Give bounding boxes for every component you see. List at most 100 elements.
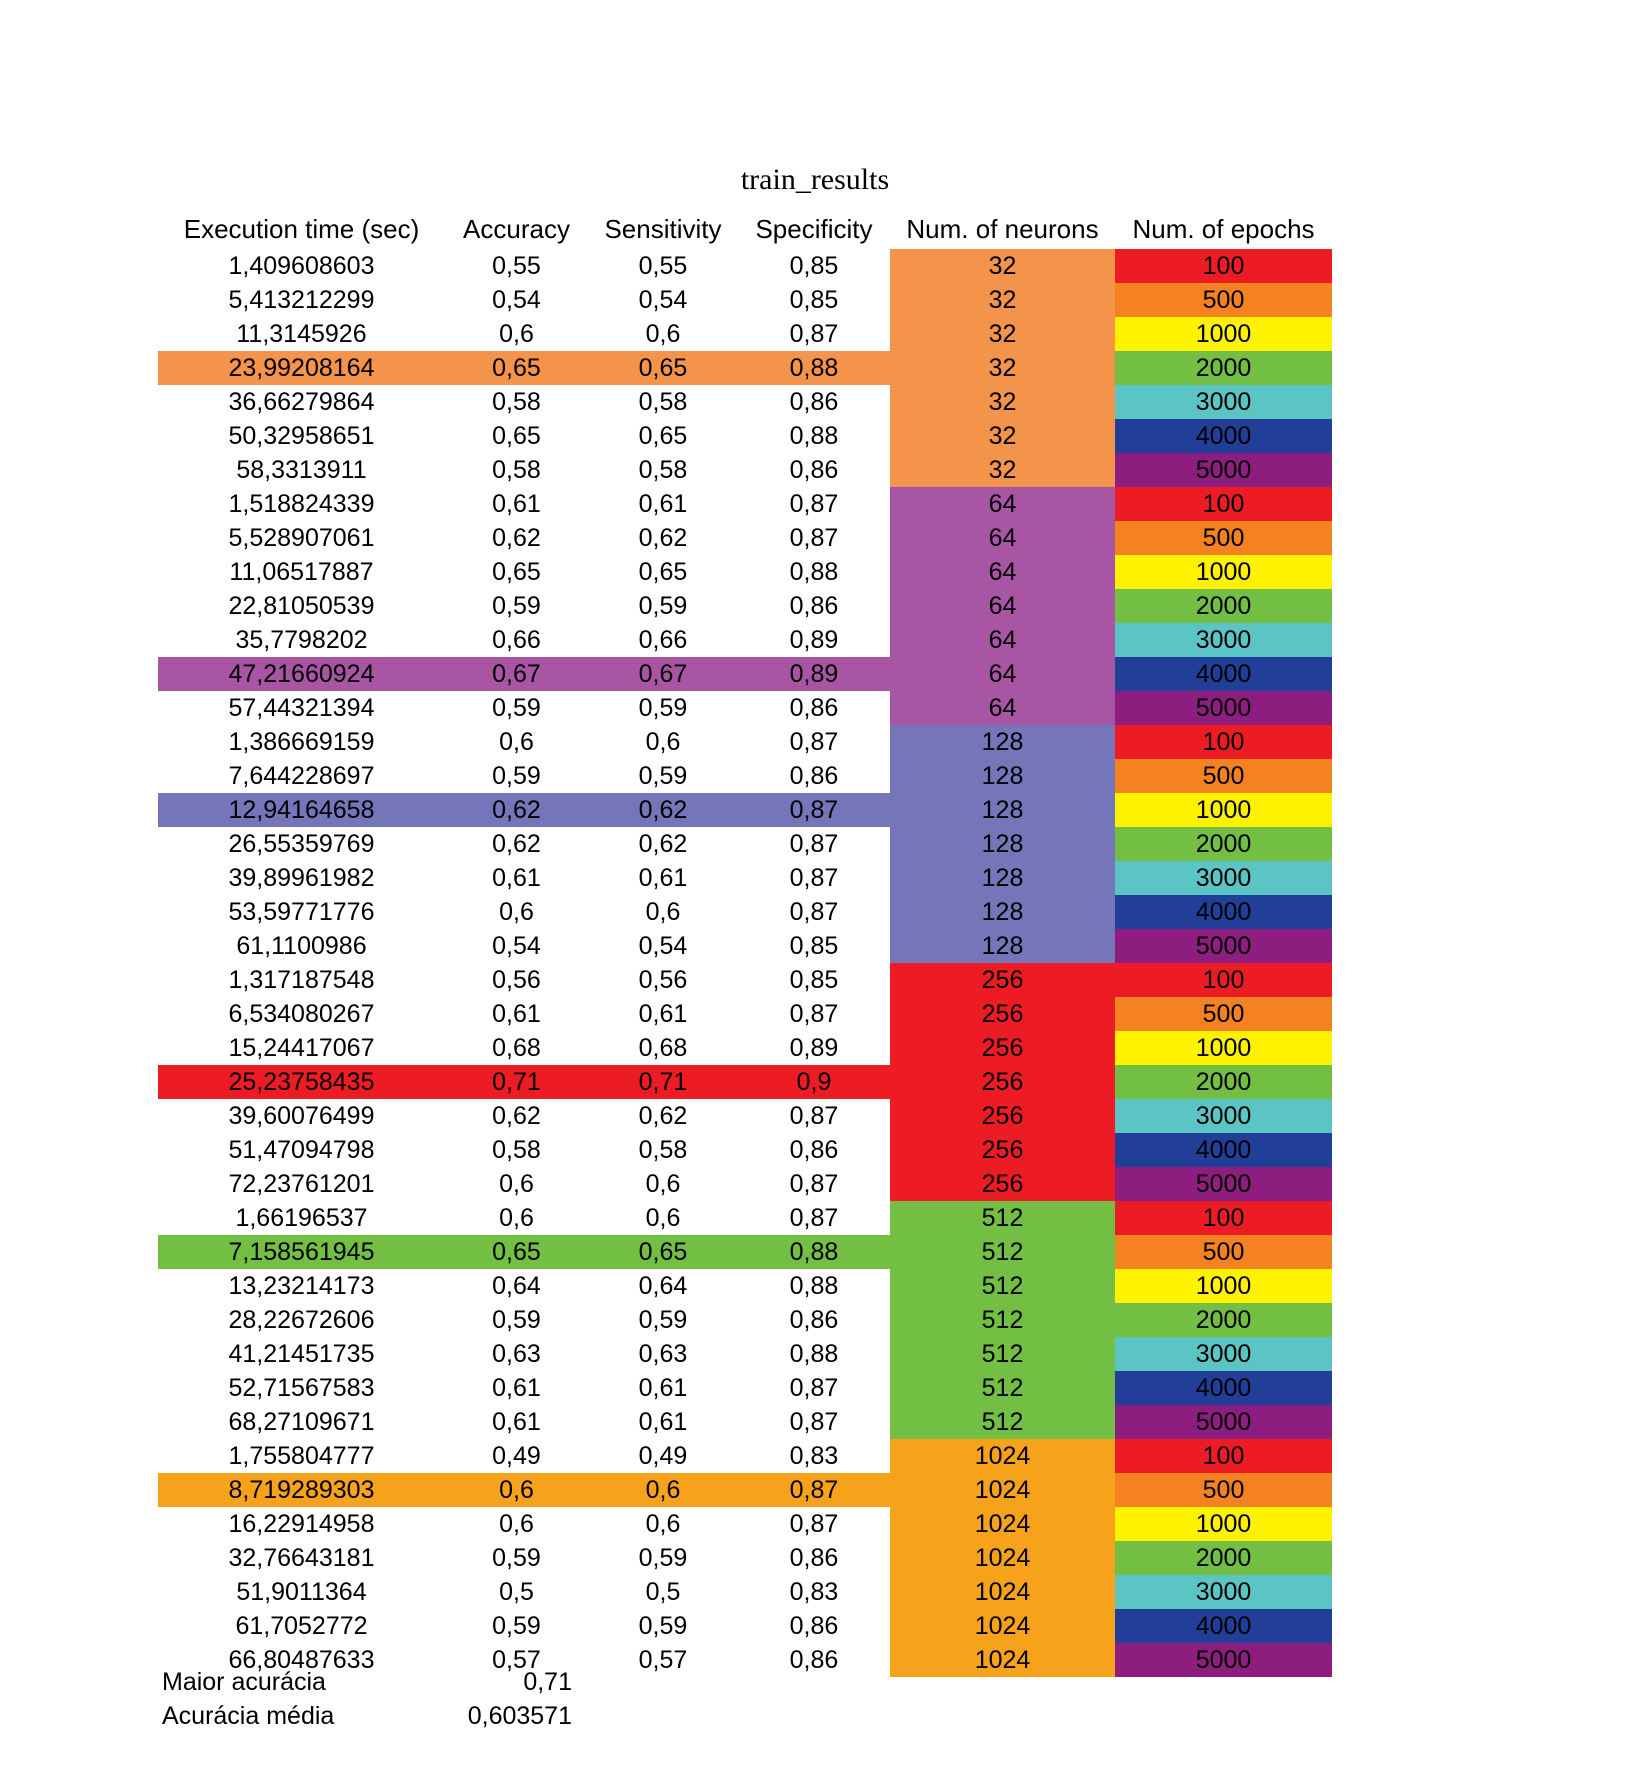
execution-time-cell: 68,27109671: [228, 1407, 375, 1436]
sensitivity-cell: 0,55: [638, 251, 688, 280]
sensitivity-cell: 0,49: [638, 1441, 688, 1470]
execution-time-cell: 1,518824339: [228, 489, 375, 518]
table-row: 1,518824339 0,61 0,61 0,87 64 100: [158, 487, 1332, 521]
epochs-cell: 4000: [1115, 419, 1332, 453]
table-row: 6,534080267 0,61 0,61 0,87 256 500: [158, 997, 1332, 1031]
specificity-cell: 0,87: [789, 863, 839, 892]
specificity-cell: 0,87: [789, 1101, 839, 1130]
epochs-cell: 4000: [1115, 1133, 1332, 1167]
epochs-cell: 4000: [1115, 1609, 1332, 1643]
neurons-cell: 32: [890, 453, 1115, 487]
header-accuracy: Accuracy: [463, 214, 570, 244]
mean-accuracy-label: Acurácia média: [162, 1702, 335, 1730]
epochs-cell: 100: [1115, 725, 1332, 759]
epochs-cell: 5000: [1115, 929, 1332, 963]
neurons-cell: 256: [890, 1133, 1115, 1167]
execution-time-cell: 51,47094798: [228, 1135, 375, 1164]
sensitivity-cell: 0,62: [588, 793, 738, 827]
table-row: 15,24417067 0,68 0,68 0,89 256 1000: [158, 1031, 1332, 1065]
specificity-cell: 0,89: [789, 625, 839, 654]
epochs-cell: 5000: [1115, 1167, 1332, 1201]
specificity-cell: 0,88: [789, 557, 839, 586]
specificity-cell: 0,87: [738, 1473, 890, 1507]
epochs-cell: 3000: [1115, 623, 1332, 657]
header-execution-time: Execution time (sec): [183, 214, 420, 244]
neurons-cell: 64: [890, 691, 1115, 725]
table-row: 16,22914958 0,6 0,6 0,87 1024 1000: [158, 1507, 1332, 1541]
table-row: 8,719289303 0,6 0,6 0,87 1024 500: [158, 1473, 1332, 1507]
execution-time-cell: 25,23758435: [158, 1065, 445, 1099]
sensitivity-cell: 0,6: [645, 897, 681, 926]
epochs-cell: 100: [1115, 1201, 1332, 1235]
execution-time-cell: 51,9011364: [236, 1577, 367, 1606]
accuracy-cell: 0,54: [492, 285, 541, 314]
accuracy-cell: 0,58: [492, 387, 541, 416]
execution-time-cell: 23,99208164: [158, 351, 445, 385]
specificity-cell: 0,86: [789, 591, 839, 620]
sensitivity-cell: 0,54: [638, 931, 688, 960]
table-row: 1,409608603 0,55 0,55 0,85 32 100: [158, 249, 1332, 283]
epochs-cell: 500: [1115, 1473, 1332, 1507]
sensitivity-cell: 0,61: [638, 489, 688, 518]
neurons-cell: 64: [890, 521, 1115, 555]
epochs-cell: 4000: [1115, 895, 1332, 929]
table-row: 5,413212299 0,54 0,54 0,85 32 500: [158, 283, 1332, 317]
table-row: 68,27109671 0,61 0,61 0,87 512 5000: [158, 1405, 1332, 1439]
execution-time-cell: 16,22914958: [228, 1509, 375, 1538]
neurons-cell: 128: [890, 929, 1115, 963]
neurons-cell: 256: [890, 1065, 1115, 1099]
specificity-cell: 0,87: [789, 489, 839, 518]
results-table: Execution time (sec) Accuracy Sensitivit…: [158, 209, 1332, 1677]
accuracy-cell: 0,65: [492, 557, 541, 586]
specificity-cell: 0,86: [789, 1611, 839, 1640]
table-row: 22,81050539 0,59 0,59 0,86 64 2000: [158, 589, 1332, 623]
neurons-cell: 512: [890, 1371, 1115, 1405]
execution-time-cell: 6,534080267: [228, 999, 375, 1028]
specificity-cell: 0,87: [789, 523, 839, 552]
table-row: 12,94164658 0,62 0,62 0,87 128 1000: [158, 793, 1332, 827]
table-row: 28,22672606 0,59 0,59 0,86 512 2000: [158, 1303, 1332, 1337]
sensitivity-cell: 0,59: [638, 591, 688, 620]
table-title: train_results: [740, 163, 890, 196]
specificity-cell: 0,86: [789, 1135, 839, 1164]
epochs-cell: 3000: [1115, 1337, 1332, 1371]
sensitivity-cell: 0,59: [638, 1305, 688, 1334]
specificity-cell: 0,87: [789, 1407, 839, 1436]
accuracy-cell: 0,6: [499, 897, 534, 926]
sensitivity-cell: 0,6: [645, 1509, 681, 1538]
sensitivity-cell: 0,58: [638, 1135, 688, 1164]
table-row: 57,44321394 0,59 0,59 0,86 64 5000: [158, 691, 1332, 725]
sensitivity-cell: 0,58: [638, 387, 688, 416]
sensitivity-cell: 0,62: [638, 1101, 688, 1130]
accuracy-cell: 0,57: [492, 1645, 541, 1674]
accuracy-cell: 0,6: [499, 727, 534, 756]
epochs-cell: 1000: [1115, 1507, 1332, 1541]
accuracy-cell: 0,55: [492, 251, 541, 280]
execution-time-cell: 47,21660924: [158, 657, 445, 691]
epochs-cell: 100: [1115, 963, 1332, 997]
table-row: 23,99208164 0,65 0,65 0,88 32 2000: [158, 351, 1332, 385]
execution-time-cell: 1,66196537: [235, 1203, 368, 1232]
specificity-cell: 0,87: [789, 999, 839, 1028]
sensitivity-cell: 0,58: [638, 455, 688, 484]
table-row: 58,3313911 0,58 0,58 0,86 32 5000: [158, 453, 1332, 487]
header-sensitivity: Sensitivity: [604, 214, 722, 244]
epochs-cell: 100: [1115, 1439, 1332, 1473]
accuracy-cell: 0,5: [499, 1577, 534, 1606]
epochs-cell: 500: [1115, 283, 1332, 317]
execution-time-cell: 36,66279864: [228, 387, 375, 416]
table-row: 66,80487633 0,57 0,57 0,86 1024 5000: [158, 1643, 1332, 1677]
accuracy-cell: 0,49: [492, 1441, 541, 1470]
table-row: 39,89961982 0,61 0,61 0,87 128 3000: [158, 861, 1332, 895]
accuracy-cell: 0,66: [492, 625, 541, 654]
neurons-cell: 64: [890, 555, 1115, 589]
specificity-cell: 0,86: [789, 455, 839, 484]
specificity-cell: 0,85: [789, 931, 839, 960]
accuracy-cell: 0,6: [499, 319, 534, 348]
execution-time-cell: 8,719289303: [158, 1473, 445, 1507]
specificity-cell: 0,87: [789, 1203, 839, 1232]
table-row: 7,158561945 0,65 0,65 0,88 512 500: [158, 1235, 1332, 1269]
epochs-cell: 2000: [1115, 827, 1332, 861]
neurons-cell: 256: [890, 997, 1115, 1031]
neurons-cell: 128: [890, 861, 1115, 895]
